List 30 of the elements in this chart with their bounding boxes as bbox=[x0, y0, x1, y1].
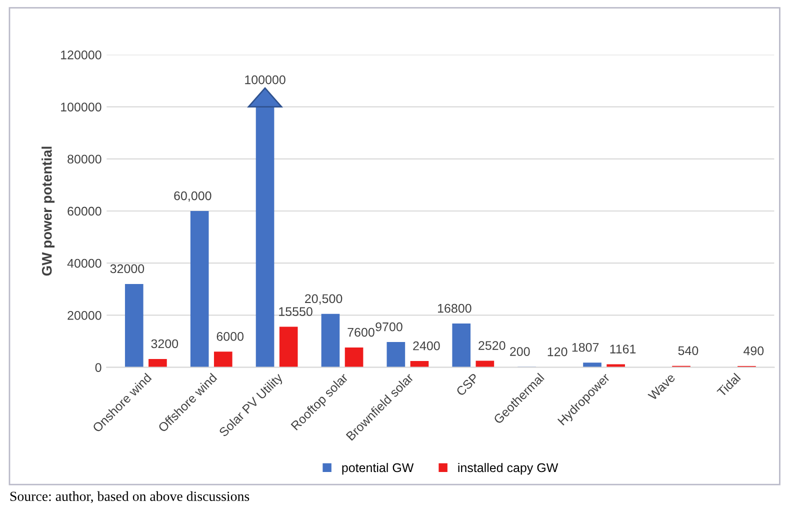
legend-label: installed capy GW bbox=[458, 462, 558, 475]
y-tick-label: 80000 bbox=[68, 154, 102, 164]
data-label: 100000 bbox=[245, 75, 286, 84]
y-tick-label: 20000 bbox=[68, 311, 102, 320]
data-label: 2400 bbox=[413, 341, 440, 350]
data-label: 2520 bbox=[478, 341, 506, 350]
data-label: 6000 bbox=[216, 332, 244, 341]
data-label: 9700 bbox=[376, 322, 402, 332]
data-label: 16800 bbox=[438, 304, 472, 313]
y-tick-label: 40000 bbox=[67, 258, 102, 268]
data-label: 540 bbox=[678, 346, 698, 356]
data-label: 120 bbox=[548, 347, 568, 356]
data-label: 7600 bbox=[348, 328, 374, 337]
data-label: 1161 bbox=[610, 344, 636, 354]
data-label: 60,000 bbox=[174, 191, 212, 202]
data-label: 15550 bbox=[279, 307, 312, 316]
data-label: 3200 bbox=[151, 339, 178, 348]
data-label: 200 bbox=[510, 347, 530, 356]
y-tick-label: 120000 bbox=[61, 50, 102, 60]
x-tick-label: CSP bbox=[456, 372, 480, 396]
y-tick-label: 100000 bbox=[61, 102, 102, 112]
y-tick-label: 60000 bbox=[68, 206, 102, 216]
data-label: 1807 bbox=[572, 342, 599, 352]
data-label: 32000 bbox=[110, 264, 144, 274]
legend-label: potential GW bbox=[342, 462, 414, 475]
y-axis-title: GW power potential bbox=[42, 146, 55, 276]
source-note: Source: author, based on above discussions bbox=[10, 491, 250, 504]
data-label: 490 bbox=[744, 346, 764, 356]
y-tick-label: 0 bbox=[95, 363, 102, 372]
data-label: 20,500 bbox=[305, 294, 342, 305]
